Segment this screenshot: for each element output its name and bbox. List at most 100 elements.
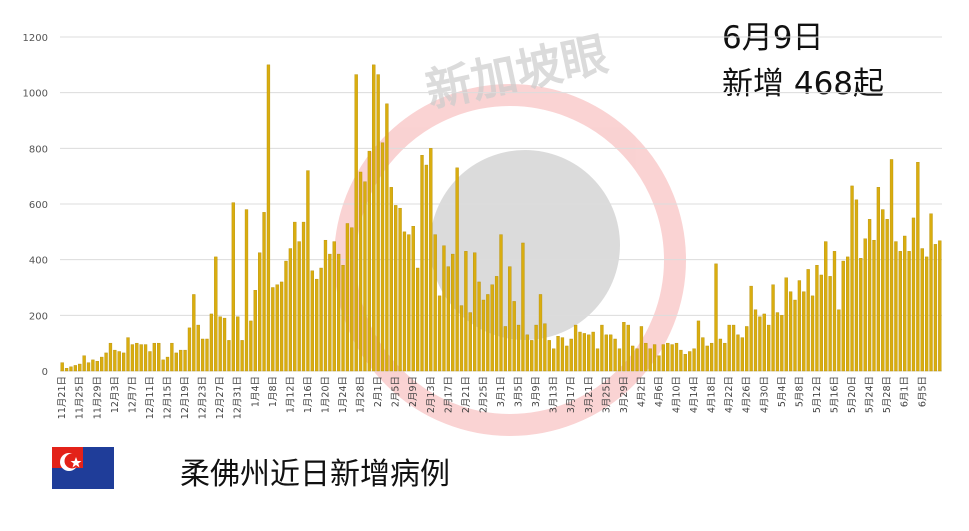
bar xyxy=(218,316,222,372)
bar xyxy=(630,345,635,372)
bar xyxy=(209,313,214,372)
bar xyxy=(727,324,731,372)
bar xyxy=(442,245,446,372)
x-tick-label: 12月19日 xyxy=(180,376,191,419)
bar xyxy=(236,316,240,372)
x-tick-label: 5月24日 xyxy=(865,376,876,413)
bar xyxy=(666,342,670,372)
bar xyxy=(569,338,573,372)
bar xyxy=(916,162,920,372)
bar xyxy=(165,356,170,372)
bar xyxy=(525,334,529,372)
bar xyxy=(924,256,929,372)
bar xyxy=(898,251,902,372)
bar xyxy=(350,227,354,372)
bar xyxy=(604,334,608,372)
x-tick-label: 2月13日 xyxy=(426,376,437,413)
bar xyxy=(446,266,450,372)
x-tick-label: 4月30日 xyxy=(759,376,770,413)
bar xyxy=(389,187,393,372)
bar xyxy=(543,323,547,372)
bar xyxy=(793,299,797,372)
x-tick-label: 12月15日 xyxy=(163,376,174,419)
bar xyxy=(587,334,591,372)
bar xyxy=(749,285,753,372)
bar xyxy=(249,320,253,372)
bar xyxy=(705,345,709,372)
x-tick-label: 1月24日 xyxy=(338,376,349,413)
bar xyxy=(688,351,692,372)
bar xyxy=(573,324,578,372)
bar xyxy=(473,252,477,372)
bar xyxy=(192,294,196,372)
x-tick-label: 5月8日 xyxy=(794,376,805,407)
bar xyxy=(104,352,108,372)
bar xyxy=(771,284,775,372)
bar xyxy=(885,219,889,372)
bar xyxy=(626,324,630,372)
bar xyxy=(73,365,78,372)
bar xyxy=(692,348,696,372)
bar xyxy=(521,242,525,372)
bar xyxy=(341,265,345,372)
bar xyxy=(424,164,429,372)
bar xyxy=(95,361,99,372)
bar xyxy=(244,209,249,372)
bar xyxy=(740,337,744,372)
bar xyxy=(459,305,464,372)
bar xyxy=(231,202,235,372)
bar xyxy=(503,326,508,372)
x-tick-label: 5月20日 xyxy=(847,376,858,413)
bar xyxy=(161,359,165,372)
x-tick-label: 1月4日 xyxy=(250,376,261,407)
bar xyxy=(600,324,604,372)
bar xyxy=(415,267,420,372)
bar xyxy=(701,337,705,372)
x-tick-label: 3月21日 xyxy=(584,376,595,413)
bar xyxy=(863,238,867,372)
x-tick-label: 3月29日 xyxy=(619,376,630,413)
bar xyxy=(266,64,271,372)
bar xyxy=(679,349,683,372)
bar xyxy=(657,355,661,372)
bar xyxy=(582,333,587,372)
x-tick-label: 6月5日 xyxy=(917,376,928,407)
x-tick-label: 12月31日 xyxy=(233,376,244,419)
bar xyxy=(609,334,613,372)
bar xyxy=(788,291,793,372)
bar xyxy=(376,74,380,372)
bar xyxy=(358,171,363,372)
bar xyxy=(288,248,293,372)
bar xyxy=(481,299,486,372)
bar xyxy=(709,342,714,372)
bar xyxy=(876,187,881,372)
bar xyxy=(538,294,543,372)
x-tick-label: 4月2日 xyxy=(636,376,647,407)
bar xyxy=(828,276,832,372)
bar xyxy=(179,349,183,372)
bar xyxy=(872,239,876,372)
bar xyxy=(731,324,736,372)
x-tick-label: 11月29日 xyxy=(92,376,103,419)
bar xyxy=(143,344,148,372)
bar xyxy=(824,241,828,372)
bar xyxy=(464,251,468,372)
x-tick-label: 5月4日 xyxy=(777,376,788,407)
bar xyxy=(516,324,521,372)
bar xyxy=(148,351,152,372)
bar xyxy=(841,260,845,372)
x-tick-label: 2月1日 xyxy=(373,376,384,407)
bar xyxy=(617,348,622,372)
bar xyxy=(354,74,358,372)
bar xyxy=(499,234,503,372)
bar xyxy=(121,352,126,372)
bar xyxy=(297,241,301,372)
bar xyxy=(745,326,749,372)
bar xyxy=(113,349,117,372)
bar xyxy=(832,251,837,372)
bar xyxy=(284,260,288,372)
x-tick-label: 11月21日 xyxy=(57,376,68,419)
bar xyxy=(117,351,121,372)
bar xyxy=(622,322,626,372)
